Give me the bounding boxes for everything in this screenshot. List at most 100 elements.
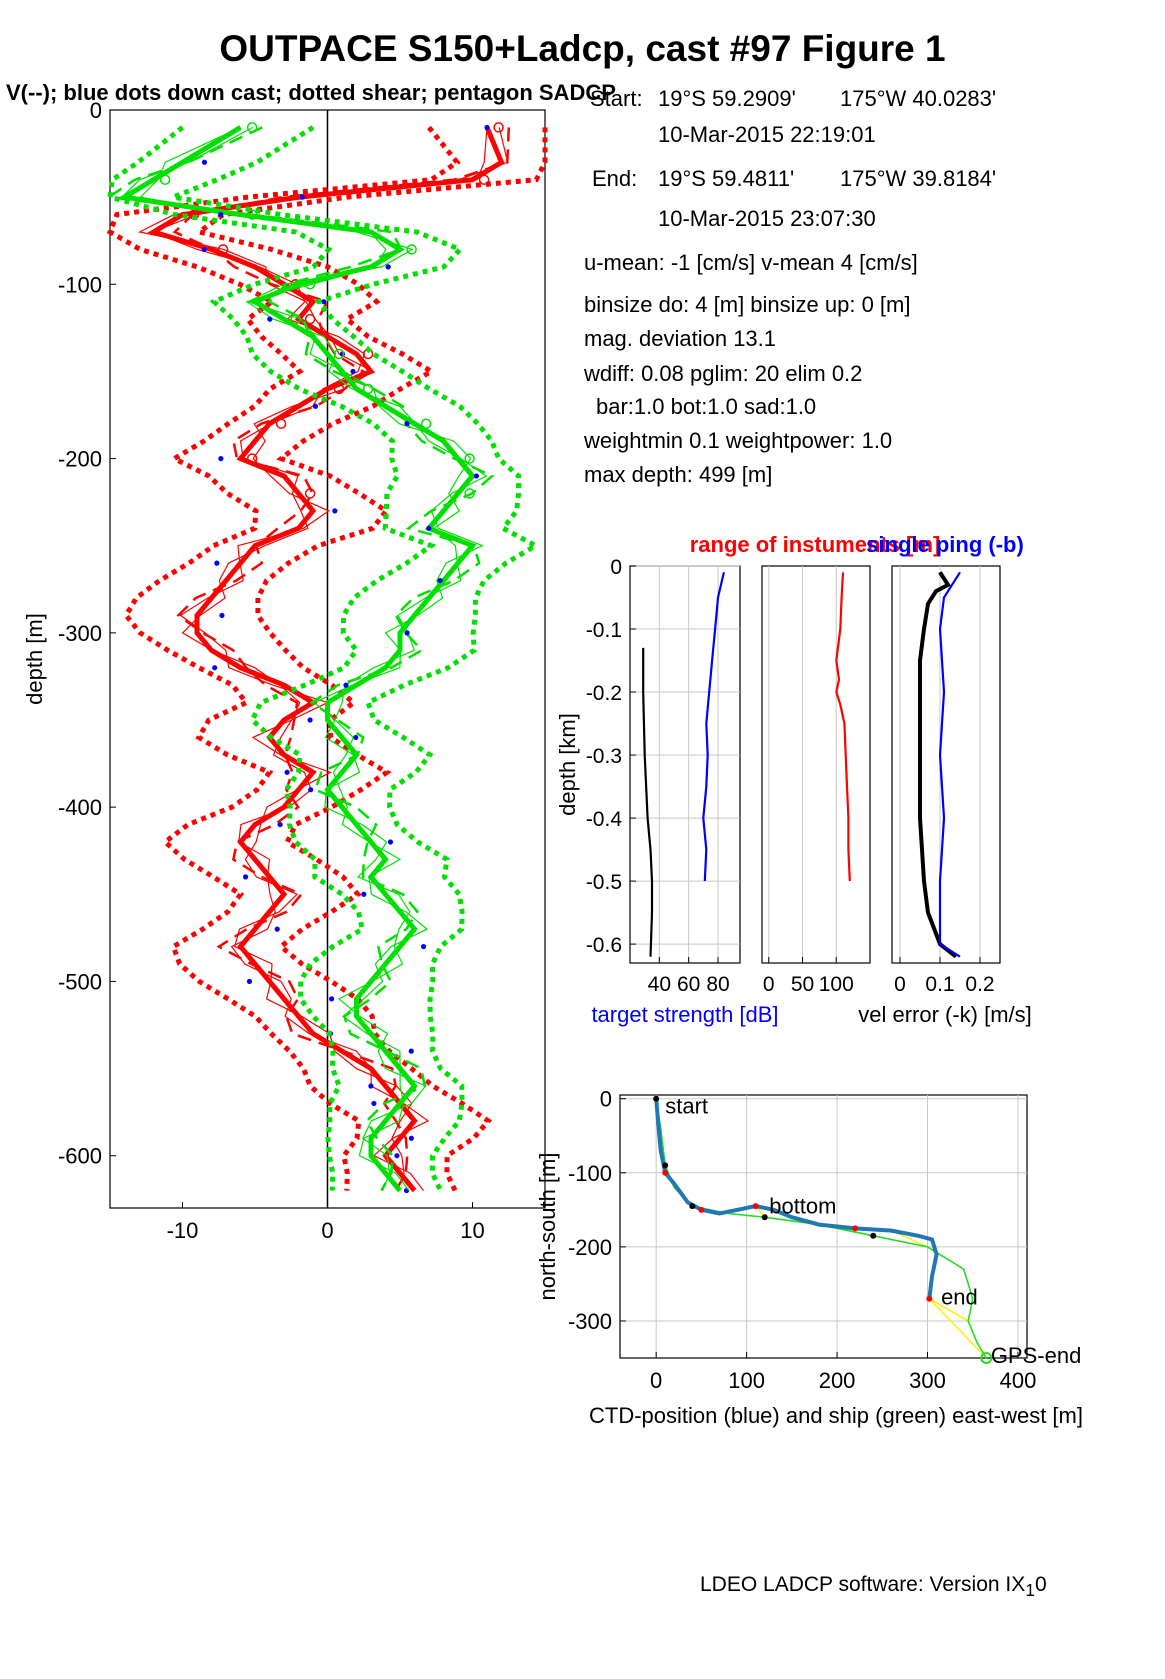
velocity_profile-ytick-label: -100	[58, 272, 102, 297]
downcast-dot	[242, 874, 249, 880]
position-ytick-label: -100	[568, 1161, 612, 1186]
target_strength-xtick-label: 40	[648, 973, 671, 996]
position-xtick-label: 400	[1000, 1368, 1037, 1393]
vel_error-xtick-label: 0	[894, 973, 906, 996]
downcast-dot	[437, 577, 443, 584]
downcast-dot	[394, 1153, 400, 1159]
vel_error-frame	[891, 565, 1001, 964]
end-longitude: 175°W 39.8184'	[840, 166, 997, 191]
position-xtick-label: 300	[909, 1368, 946, 1393]
east-west-axis-label: CTD-position (blue) and ship (green) eas…	[589, 1403, 1083, 1428]
vel_error-xtick-label: 0.2	[965, 973, 994, 996]
vel_error-series-blue	[938, 571, 961, 958]
velocity_profile-ytick-label: 0	[90, 98, 102, 123]
range-series-u	[835, 572, 851, 882]
ship-marker	[662, 1162, 669, 1169]
velocity_profile-ytick-label: -600	[58, 1144, 102, 1169]
start-latitude: 19°S 59.2909'	[658, 86, 796, 111]
velocity_profile-xtick-label: -10	[167, 1218, 199, 1243]
end-label: end	[941, 1285, 978, 1310]
downcast-dot	[307, 717, 313, 723]
start-label: start	[665, 1094, 708, 1119]
velocity_profile-ytick-label: -300	[58, 621, 102, 646]
weight-params: weightmin 0.1 weightpower: 1.0	[584, 428, 893, 453]
downcast-dot	[277, 821, 283, 828]
single-ping-title: single ping (-b)	[866, 532, 1024, 557]
ship-marker	[689, 1203, 696, 1210]
position-xtick-label: 200	[819, 1368, 856, 1393]
position-xtick-label: 0	[650, 1368, 662, 1393]
ctd-marker	[698, 1206, 705, 1213]
target_strength-series-black	[642, 647, 654, 957]
target_strength-xtick-label: 80	[706, 973, 729, 996]
instrument-depth-axis-label: depth [km]	[555, 713, 580, 816]
mag-deviation: mag. deviation 13.1	[584, 326, 777, 351]
series-v-shear	[163, 125, 541, 1192]
sadcp-marker	[464, 488, 475, 499]
downcast-dot	[408, 1048, 414, 1054]
target_strength-ytick-label: -0.2	[586, 682, 622, 705]
range-xtick-label: 100	[819, 973, 854, 996]
sadcp-marker	[159, 174, 171, 185]
sadcp-marker	[493, 122, 504, 133]
range-frame	[761, 565, 871, 964]
downcast-dot	[312, 403, 319, 409]
series-v-line	[117, 125, 477, 1193]
position-ytick-label: 0	[600, 1087, 612, 1112]
figure-title: OUTPACE S150+Ladcp, cast #97 Figure 1	[219, 28, 946, 69]
weight-factors: bar:1.0 bot:1.0 sad:1.0	[596, 394, 817, 419]
bin-size: binsize do: 4 [m] binsize up: 0 [m]	[584, 292, 911, 317]
mean-velocity: u-mean: -1 [cm/s] v-mean 4 [cm/s]	[584, 250, 918, 275]
downcast-dot	[212, 665, 218, 671]
position-ytick-label: -200	[568, 1235, 612, 1260]
sadcp-marker	[246, 453, 258, 464]
end-latitude: 19°S 59.4811'	[658, 166, 795, 191]
software-version-subscript: 1	[1025, 1580, 1035, 1601]
ship-marker	[761, 1214, 768, 1221]
sadcp-marker	[362, 383, 374, 395]
downcast-dot	[385, 264, 391, 270]
position-xtick-label: 100	[728, 1368, 765, 1393]
downcast-dot	[473, 473, 480, 479]
downcast-dot	[218, 455, 224, 462]
downcast-dot	[284, 769, 290, 775]
north-south-axis-label: north-south [m]	[535, 1153, 560, 1301]
downcast-dot	[387, 839, 394, 845]
downcast-dot	[404, 630, 410, 636]
software-version-text: LDEO LADCP software: Version IX	[700, 1573, 1026, 1596]
downcast-dot	[332, 508, 338, 514]
sadcp-marker	[478, 174, 490, 185]
ship-marker	[870, 1232, 877, 1239]
end-label: End:	[592, 166, 638, 191]
gps-end-marker	[980, 1352, 993, 1364]
downcast-dot	[371, 1100, 377, 1107]
end-time: 10-Mar-2015 23:07:30	[658, 206, 876, 231]
velocity_profile-xtick-label: 10	[460, 1218, 484, 1243]
velocity-error-axis-label: vel error (-k) [m/s]	[858, 1002, 1032, 1027]
end-marker	[926, 1295, 933, 1302]
sadcp-marker	[333, 348, 345, 360]
downcast-dot	[426, 525, 432, 531]
downcast-dot	[361, 891, 367, 897]
downcast-dot	[404, 421, 410, 427]
target_strength-ytick-label: -0.6	[586, 934, 622, 957]
end-connector	[928, 1298, 987, 1359]
downcast-dot	[214, 560, 220, 566]
target_strength-ytick-label: -0.1	[586, 619, 622, 642]
downcast-dot	[219, 612, 225, 619]
series-u-line	[147, 126, 505, 1193]
ship-track	[655, 1098, 987, 1359]
downcast-dot	[308, 787, 314, 793]
ship-ctd-connector	[928, 1298, 969, 1322]
ctd-marker	[662, 1169, 669, 1176]
series-u-dashed	[172, 127, 511, 1192]
software-version: LDEO LADCP software: Version IX10	[700, 1573, 1047, 1601]
target_strength-xtick-label: 60	[677, 973, 700, 996]
sadcp-marker	[333, 383, 345, 395]
sadcp-marker	[406, 244, 417, 255]
downcast-dot	[218, 211, 224, 218]
ctd-marker	[752, 1203, 759, 1210]
velocity_profile-ytick-label: -200	[58, 447, 102, 472]
velocity_profile-ytick-label: -400	[58, 795, 102, 820]
